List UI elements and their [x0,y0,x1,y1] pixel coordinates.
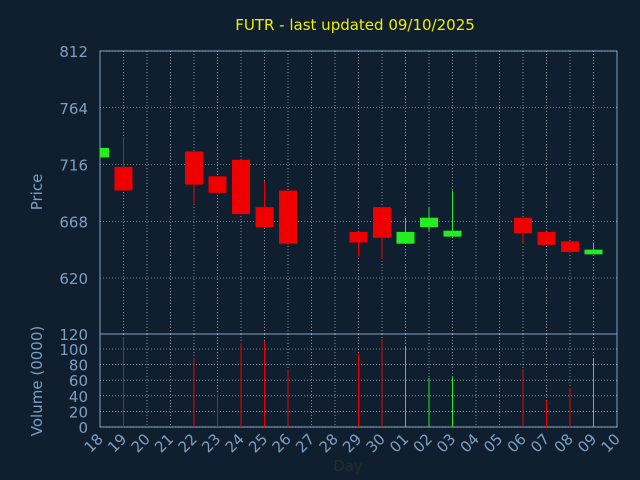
price-axis-label: Price [28,174,46,211]
candle-body [232,159,250,215]
chart-title: FUTR - last updated 09/10/2025 [235,16,475,34]
candle-body [420,217,438,228]
candle-body [255,207,274,228]
candle-body [373,207,391,238]
candle-body [100,147,109,158]
price-tick-label: 764 [59,100,88,118]
volume-tick-label: 80 [69,357,88,375]
candle-body [185,151,203,185]
candle-body [396,231,415,244]
candle-body [514,217,532,234]
volume-tick-label: 100 [59,341,88,359]
volume-tick-label: 40 [69,388,88,406]
candle-body [561,241,579,252]
candle-body [443,230,462,237]
candle-body [279,190,297,244]
candle-body [114,166,133,191]
price-tick-label: 716 [59,157,88,175]
volume-axis-label: Volume (0000) [28,326,46,436]
volume-tick-label: 120 [59,326,88,344]
candle-body [349,231,368,243]
candle-body [208,176,227,193]
candle-body [537,231,556,245]
volume-tick-label: 20 [69,403,88,421]
volume-tick-label: 0 [78,419,88,437]
price-tick-label: 620 [59,270,88,288]
price-panel: 620 668 716 764 812 [59,43,618,335]
candle-body [584,249,603,255]
price-tick-label: 812 [59,43,88,61]
x-axis-label: Day [333,457,363,475]
x-tick-labels: 1819202122232425262728293001020304050607… [81,430,624,456]
price-tick-label: 668 [59,213,88,231]
volume-tick-label: 60 [69,372,88,390]
